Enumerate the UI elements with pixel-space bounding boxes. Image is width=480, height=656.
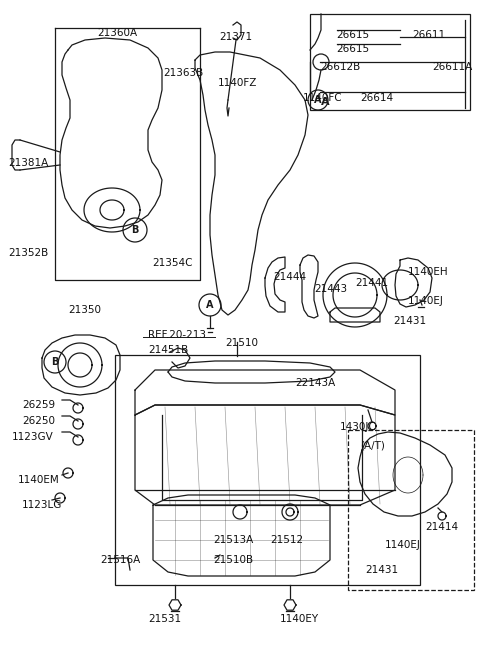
Text: 21516A: 21516A xyxy=(100,555,140,565)
Text: A: A xyxy=(206,300,214,310)
Text: 1140EJ: 1140EJ xyxy=(408,296,444,306)
Text: 21444: 21444 xyxy=(273,272,306,282)
Text: 21510: 21510 xyxy=(225,338,258,348)
Text: A: A xyxy=(321,97,329,107)
Text: 21363B: 21363B xyxy=(163,68,203,78)
Text: (A/T): (A/T) xyxy=(360,440,385,450)
Text: 21512: 21512 xyxy=(270,535,303,545)
Text: A: A xyxy=(314,95,322,105)
Text: 1123GV: 1123GV xyxy=(12,432,54,442)
Text: 26615: 26615 xyxy=(336,30,369,40)
Text: B: B xyxy=(51,357,59,367)
Text: 1140FC: 1140FC xyxy=(303,93,343,103)
Text: 1140EH: 1140EH xyxy=(408,267,449,277)
Text: 21431: 21431 xyxy=(365,565,398,575)
Text: 21352B: 21352B xyxy=(8,248,48,258)
Bar xyxy=(115,355,420,585)
Text: 21531: 21531 xyxy=(148,614,181,624)
Text: 21414: 21414 xyxy=(425,522,458,532)
Text: 1140FZ: 1140FZ xyxy=(218,78,257,88)
Text: 26259: 26259 xyxy=(22,400,55,410)
Text: 21360A: 21360A xyxy=(97,28,137,38)
Text: 1140EJ: 1140EJ xyxy=(385,540,421,550)
Text: 26615: 26615 xyxy=(336,44,369,54)
Text: 1140EM: 1140EM xyxy=(18,475,60,485)
Text: 26614: 26614 xyxy=(360,93,393,103)
Bar xyxy=(348,430,474,590)
Text: B: B xyxy=(132,225,139,235)
Text: 1430JC: 1430JC xyxy=(340,422,377,432)
Text: 21350: 21350 xyxy=(68,305,101,315)
Text: 26250: 26250 xyxy=(22,416,55,426)
Text: REF.20-213: REF.20-213 xyxy=(148,330,206,340)
Text: 21354C: 21354C xyxy=(152,258,192,268)
Text: 1123LG: 1123LG xyxy=(22,500,62,510)
Text: 26611A: 26611A xyxy=(432,62,472,72)
Text: 21431: 21431 xyxy=(393,316,426,326)
Text: 21443: 21443 xyxy=(314,284,347,294)
Text: 21513A: 21513A xyxy=(213,535,253,545)
Text: 21451B: 21451B xyxy=(148,345,188,355)
Text: 26611: 26611 xyxy=(412,30,445,40)
Bar xyxy=(310,14,470,110)
Text: 21441: 21441 xyxy=(355,278,388,288)
Text: 26612B: 26612B xyxy=(320,62,360,72)
Text: 21510B: 21510B xyxy=(213,555,253,565)
Text: 1140EY: 1140EY xyxy=(280,614,319,624)
Text: 21381A: 21381A xyxy=(8,158,48,168)
Text: 21371: 21371 xyxy=(219,32,252,42)
Text: 22143A: 22143A xyxy=(295,378,335,388)
